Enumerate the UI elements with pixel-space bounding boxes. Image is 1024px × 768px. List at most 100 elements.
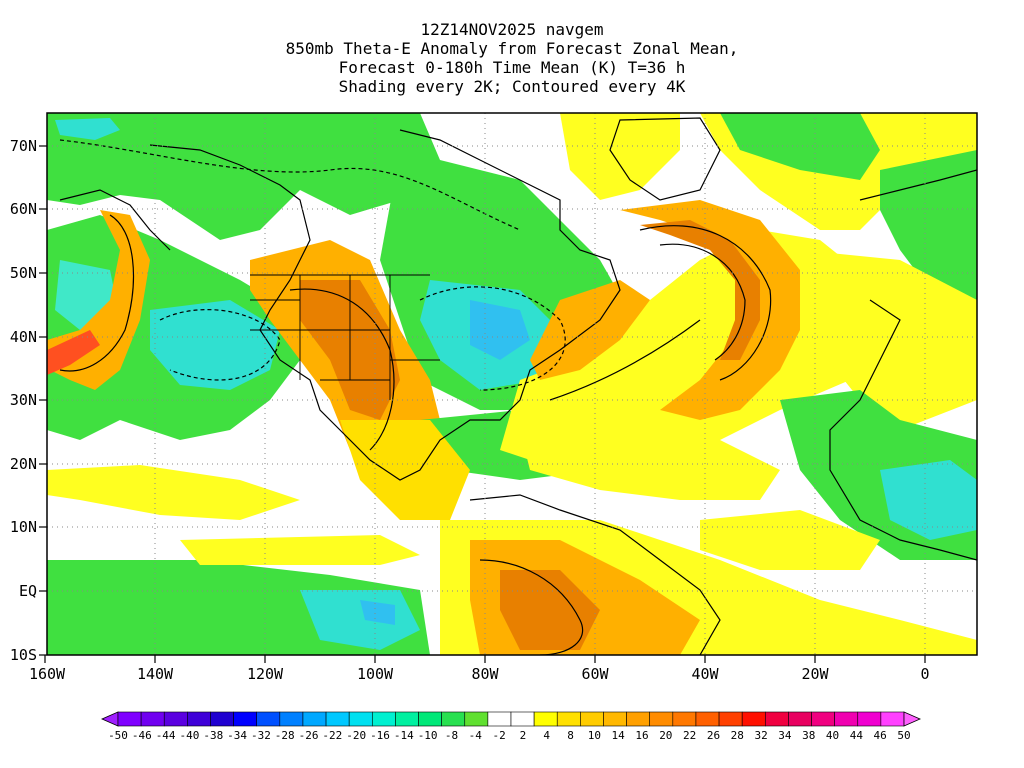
colorbar-swatch bbox=[140, 711, 165, 727]
lat-label: EQ bbox=[19, 582, 37, 600]
field-yellow-central-america bbox=[340, 420, 470, 520]
colorbar-label: 28 bbox=[731, 729, 744, 742]
colorbar-swatch bbox=[695, 711, 720, 727]
contour-solid-4 bbox=[289, 288, 395, 451]
colorbar-swatch bbox=[187, 711, 211, 727]
colorbar-label: 2 bbox=[520, 729, 527, 742]
field-yellow-east bbox=[800, 250, 977, 430]
contour-solid-6 bbox=[549, 319, 701, 401]
field-orange-atlantic-2 bbox=[530, 280, 650, 380]
coastline-europe-africa bbox=[829, 169, 977, 561]
colorbar-swatch bbox=[533, 711, 558, 727]
colorbar-label: -20 bbox=[346, 729, 366, 742]
colorbar-swatch bbox=[510, 711, 535, 727]
lon-label: 80W bbox=[471, 665, 499, 683]
field-cyan-pacific bbox=[150, 300, 280, 390]
colorbar-label: 34 bbox=[778, 729, 792, 742]
colorbar-swatch bbox=[603, 711, 627, 727]
colorbar-label: 38 bbox=[802, 729, 815, 742]
field-cyan-nw bbox=[55, 118, 120, 140]
field-blue-greatlakes bbox=[470, 300, 530, 360]
colorbar-label: 22 bbox=[683, 729, 696, 742]
lon-label: 60W bbox=[581, 665, 609, 683]
field-cyan-africa bbox=[880, 460, 977, 540]
title-line-3: Forecast 0-180h Time Mean (K) T=36 h bbox=[338, 58, 686, 77]
title-line-1: 12Z14NOV2025 navgem bbox=[420, 20, 604, 39]
colorbar-label: 40 bbox=[826, 729, 839, 742]
colorbar-swatch bbox=[441, 711, 466, 727]
field-yellow-pacific-band bbox=[47, 465, 300, 520]
lat-label: 50N bbox=[10, 264, 37, 282]
colorbar-swatch bbox=[325, 711, 350, 727]
title-line-2: 850mb Theta-E Anomaly from Forecast Zona… bbox=[285, 39, 739, 58]
colorbar-label: -14 bbox=[394, 729, 414, 742]
colorbar-label: 20 bbox=[659, 729, 672, 742]
lon-labels: 160W 140W 120W 100W 80W 60W 40W 20W 0 bbox=[29, 665, 930, 683]
lon-label: 0 bbox=[920, 665, 929, 683]
contour-dashed-2 bbox=[419, 286, 566, 391]
colorbar-swatch bbox=[233, 711, 258, 727]
lat-label: 70N bbox=[10, 137, 37, 155]
colorbar-swatch bbox=[464, 711, 489, 727]
colorbar-label: 26 bbox=[707, 729, 720, 742]
shaded-field bbox=[47, 113, 977, 655]
lon-label: 160W bbox=[29, 665, 66, 683]
field-red-west bbox=[47, 330, 100, 375]
colorbar-swatch bbox=[580, 711, 604, 727]
coastline-north-america bbox=[149, 129, 621, 481]
colorbar-end-low bbox=[101, 711, 119, 727]
colorbar-swatch bbox=[210, 711, 234, 727]
colorbar-swatch bbox=[487, 711, 512, 727]
colorbar-label: 10 bbox=[588, 729, 601, 742]
title-block: 12Z14NOV2025 navgem 850mb Theta-E Anomal… bbox=[0, 20, 1024, 96]
lon-label: 40W bbox=[691, 665, 719, 683]
colorbar-label: -46 bbox=[132, 729, 152, 742]
tick-marks bbox=[39, 145, 926, 663]
colorbar-swatch bbox=[741, 711, 766, 727]
contour-solid-1 bbox=[639, 225, 772, 381]
lon-label: 20W bbox=[801, 665, 829, 683]
grid bbox=[47, 113, 977, 655]
colorbar-swatch bbox=[672, 711, 697, 727]
colorbar-swatch bbox=[395, 711, 419, 727]
colorbar-swatch bbox=[302, 711, 327, 727]
colorbar-swatch bbox=[256, 711, 281, 727]
colorbar-swatch bbox=[117, 711, 142, 727]
colorbar-swatch bbox=[556, 711, 581, 727]
lat-label: 30N bbox=[10, 391, 37, 409]
colorbar-label: -26 bbox=[299, 729, 319, 742]
colorbar-label: -40 bbox=[180, 729, 200, 742]
field-darkorange-south-america bbox=[500, 570, 600, 650]
colorbar-label: 46 bbox=[874, 729, 887, 742]
colorbar-swatch bbox=[626, 711, 651, 727]
field-green-europe bbox=[880, 150, 977, 300]
colorbar-label: -22 bbox=[322, 729, 342, 742]
field-yellow-greenland bbox=[560, 113, 680, 200]
field-red-atlantic bbox=[640, 220, 760, 360]
coastline-greenland bbox=[609, 117, 721, 201]
contour-solid-3 bbox=[59, 214, 134, 372]
colorbar-label: -2 bbox=[492, 729, 505, 742]
field-yellow-tropical-pacific-strip bbox=[180, 535, 420, 565]
colorbar-swatch bbox=[811, 711, 835, 727]
colorbar-label: -10 bbox=[418, 729, 438, 742]
colorbar-label: -50 bbox=[108, 729, 128, 742]
contour-solid-5 bbox=[479, 559, 584, 655]
field-yellow-tropics bbox=[520, 420, 780, 500]
colorbar-label: 14 bbox=[612, 729, 626, 742]
us-borders bbox=[250, 274, 440, 400]
colorbar-label: -32 bbox=[251, 729, 271, 742]
colorbar-label: 32 bbox=[754, 729, 767, 742]
lat-label: 10N bbox=[10, 518, 37, 536]
coastlines bbox=[59, 117, 977, 655]
colorbar-swatch bbox=[788, 711, 812, 727]
title-line-4: Shading every 2K; Contoured every 4K bbox=[338, 77, 686, 96]
colorbar: -50 -46 -44 -40 -38 -34 -32 -28 -26 -22 -20 -16 -14-… bbox=[101, 711, 921, 742]
lon-label: 140W bbox=[137, 665, 174, 683]
colorbar-label: -44 bbox=[156, 729, 176, 742]
lat-label: 20N bbox=[10, 455, 37, 473]
coastline-alaska bbox=[59, 189, 171, 251]
colorbar-label: -8 bbox=[445, 729, 458, 742]
colorbar-swatch bbox=[371, 711, 396, 727]
